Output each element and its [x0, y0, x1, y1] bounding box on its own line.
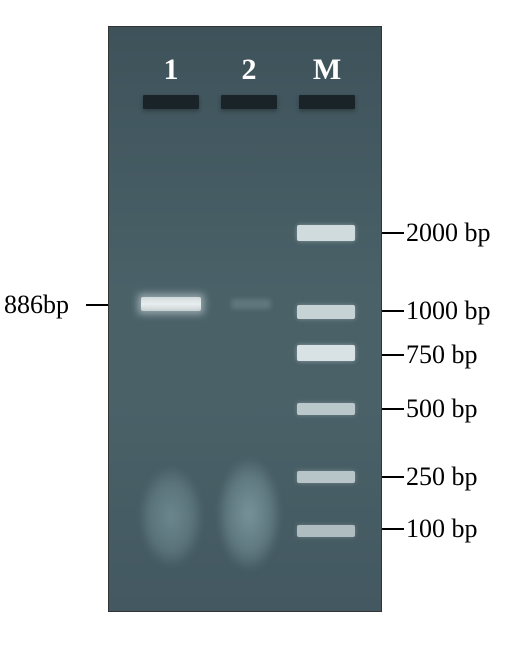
- marker-tick-2000bp: [382, 232, 404, 234]
- marker-band-1000bp: [297, 305, 355, 319]
- smear-lane1: [139, 457, 203, 577]
- lane-label-lane2: 2: [229, 53, 269, 87]
- well-marker: [299, 95, 355, 109]
- well-lane2: [221, 95, 277, 109]
- marker-band-500bp: [297, 403, 355, 415]
- marker-band-750bp: [297, 345, 355, 361]
- marker-label-100bp: 100 bp: [406, 514, 478, 544]
- smear-lane2: [217, 447, 281, 582]
- marker-tick-250bp: [382, 476, 404, 478]
- well-lane1: [143, 95, 199, 109]
- marker-band-2000bp: [297, 225, 355, 241]
- marker-label-1000bp: 1000 bp: [406, 296, 491, 326]
- sample-band-tick: [86, 304, 108, 306]
- marker-tick-500bp: [382, 408, 404, 410]
- marker-tick-750bp: [382, 354, 404, 356]
- lane-label-marker: M: [307, 53, 347, 87]
- gel-figure: 1 2 M 886bp 2000 bp 1000 bp 750 bp 500 bp 250 …: [0, 0, 520, 664]
- sample-band-886bp: [141, 297, 201, 311]
- marker-label-250bp: 250 bp: [406, 462, 478, 492]
- marker-band-250bp: [297, 471, 355, 483]
- lane-label-lane1: 1: [151, 53, 191, 87]
- lane2-faint-band: [231, 299, 271, 309]
- marker-label-2000bp: 2000 bp: [406, 218, 491, 248]
- marker-label-750bp: 750 bp: [406, 340, 478, 370]
- gel-image: 1 2 M: [108, 26, 382, 612]
- marker-label-500bp: 500 bp: [406, 394, 478, 424]
- marker-tick-100bp: [382, 528, 404, 530]
- sample-band-size-label: 886bp: [4, 290, 69, 320]
- marker-tick-1000bp: [382, 310, 404, 312]
- marker-band-100bp: [297, 525, 355, 537]
